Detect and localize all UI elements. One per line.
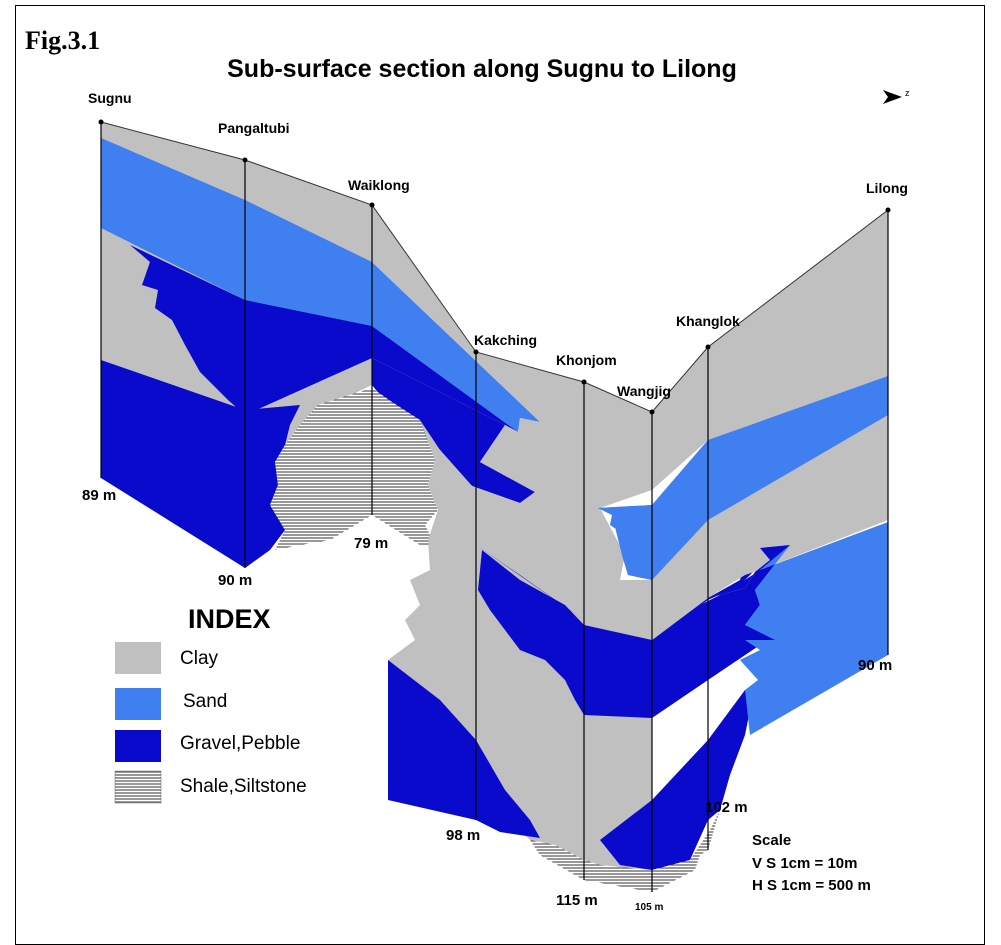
legend-label-sand: Sand xyxy=(183,691,227,712)
scale-block: Scale V S 1cm = 10m H S 1cm = 500 m xyxy=(752,832,871,894)
legend-swatch-clay xyxy=(115,642,161,674)
sand-layer-right-upper xyxy=(598,376,888,580)
well-name-pangaltubi: Pangaltubi xyxy=(218,120,290,136)
section-right-block xyxy=(598,210,888,735)
depth-label-khanglok: 102 m xyxy=(705,799,748,816)
gravel-lens-left xyxy=(130,245,518,432)
well-name-khonjom: Khonjom xyxy=(556,352,617,368)
depth-label-kakching: 98 m xyxy=(446,827,480,844)
ground-surface-line xyxy=(100,121,889,413)
legend-swatch-sand xyxy=(115,688,161,720)
gravel-wedge-wangjig xyxy=(600,690,752,870)
gravel-tongue-waiklong xyxy=(372,358,535,503)
depth-label-waiklong: 79 m xyxy=(354,535,388,552)
well-lines xyxy=(100,122,889,892)
figure-label: Fig.3.1 xyxy=(25,26,100,55)
scale-horizontal: H S 1cm = 500 m xyxy=(752,877,871,894)
well-name-sugnu: Sugnu xyxy=(88,90,132,106)
legend-label-gravel: Gravel,Pebble xyxy=(180,733,300,754)
north-arrow-icon: z xyxy=(883,88,910,104)
depth-label-pangaltubi: 90 m xyxy=(218,572,252,589)
gravel-layer-center-lower xyxy=(388,660,540,838)
diagram-title: Sub-surface section along Sugnu to Lilon… xyxy=(227,55,737,83)
well-name-kakching: Kakching xyxy=(474,332,537,348)
well-name-khanglok: Khanglok xyxy=(676,313,740,329)
section-left-block xyxy=(101,122,540,568)
shale-layer-waiklong xyxy=(270,388,438,550)
depth-label-khonjom: 115 m xyxy=(556,892,598,909)
gravel-lens-right xyxy=(708,545,790,598)
legend-swatch-gravel xyxy=(115,730,161,762)
depth-label-wangjig: 105 m xyxy=(635,902,663,913)
well-name-wangjig: Wangjig xyxy=(617,383,671,399)
svg-text:z: z xyxy=(905,88,910,98)
legend-title: INDEX xyxy=(188,604,271,634)
legend-label-clay: Clay xyxy=(180,648,219,669)
well-name-waiklong: Waiklong xyxy=(348,177,410,193)
sand-layer-left xyxy=(101,138,540,432)
scale-vertical: V S 1cm = 10m xyxy=(752,855,857,872)
scale-title: Scale xyxy=(752,832,791,849)
depth-label-lilong: 90 m xyxy=(858,657,892,674)
gravel-vband xyxy=(478,545,790,718)
legend: INDEX Clay Sand Gravel,Pebble Shale,Silt… xyxy=(114,604,307,804)
legend-swatch-shale xyxy=(114,770,162,804)
depth-label-sugnu: 89 m xyxy=(82,487,116,504)
well-name-lilong: Lilong xyxy=(866,180,908,196)
well-top-markers xyxy=(98,119,891,415)
gravel-layer-left-lower xyxy=(101,360,300,568)
shale-layer-bottom xyxy=(530,810,720,892)
sand-layer-right-lower xyxy=(740,522,888,735)
legend-label-shale: Shale,Siltstone xyxy=(180,776,307,797)
